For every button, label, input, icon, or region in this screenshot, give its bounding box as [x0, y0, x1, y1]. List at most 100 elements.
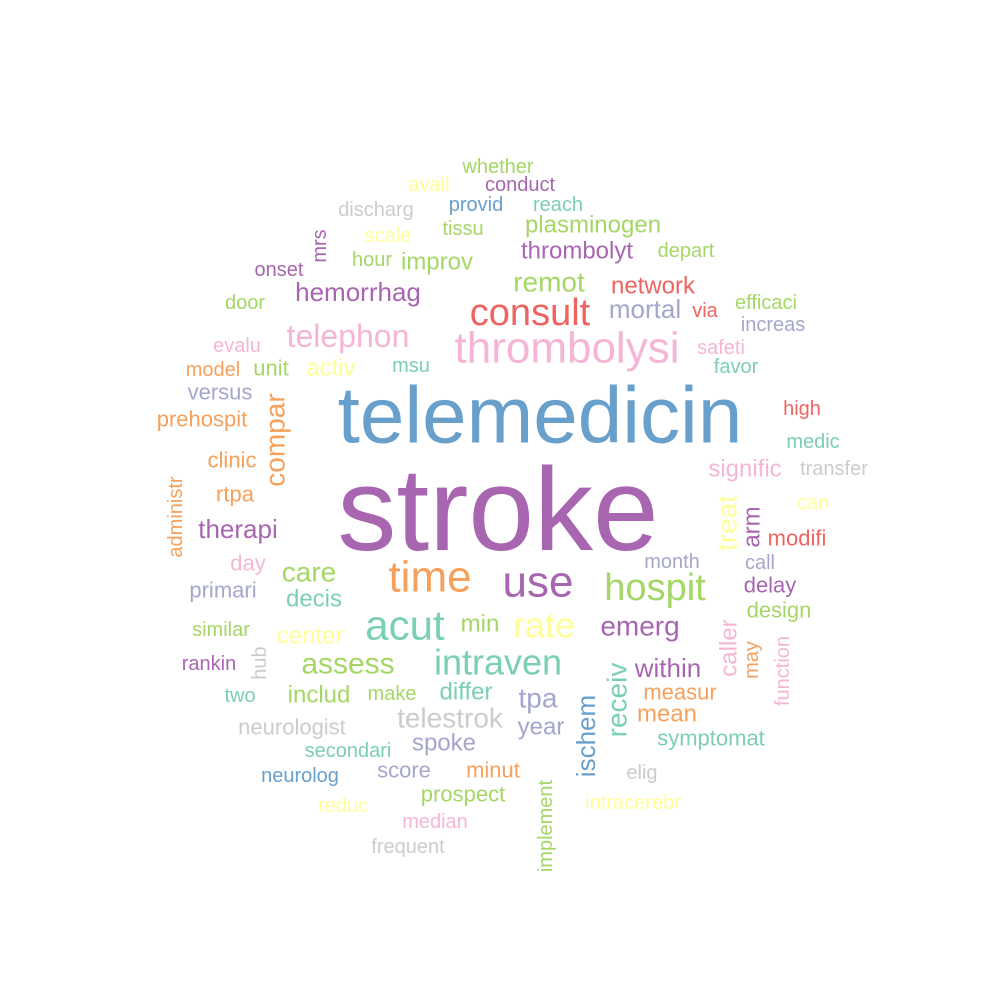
word-center: center	[277, 623, 344, 650]
word-tissu: tissu	[442, 218, 483, 240]
word-administr: administr	[165, 476, 187, 557]
word-assess: assess	[301, 648, 394, 681]
word-score: score	[377, 758, 431, 783]
word-delay: delay	[744, 573, 797, 598]
word-primari: primari	[189, 578, 256, 603]
word-neurologist: neurologist	[238, 715, 346, 740]
word-telephon: telephon	[287, 318, 410, 354]
word-transfer: transfer	[800, 458, 868, 480]
word-mrs: mrs	[309, 229, 331, 262]
word-day: day	[230, 551, 265, 576]
word-mortal: mortal	[609, 294, 681, 324]
word-emerg: emerg	[600, 611, 679, 642]
word-telemedicin: telemedicin	[338, 371, 743, 460]
word-msu: msu	[392, 355, 430, 377]
word-modifi: modifi	[768, 526, 827, 551]
word-provid: provid	[449, 194, 503, 216]
word-function: function	[772, 636, 794, 706]
word-door: door	[225, 292, 265, 314]
word-telestrok: telestrok	[397, 703, 504, 734]
word-within: within	[634, 653, 701, 683]
word-onset: onset	[255, 259, 304, 281]
word-design: design	[747, 598, 812, 623]
word-consult: consult	[470, 292, 591, 334]
word-unit: unit	[253, 356, 288, 381]
word-intracerebr: intracerebr	[585, 792, 681, 814]
word-implement: implement	[535, 779, 557, 872]
word-thrombolyt: thrombolyt	[521, 238, 633, 265]
word-avail: avail	[408, 174, 449, 196]
word-signific: signific	[708, 456, 781, 483]
word-treat: treat	[712, 495, 743, 551]
word-hub: hub	[249, 646, 271, 679]
word-hospit: hospit	[604, 567, 706, 609]
word-secondari: secondari	[305, 740, 392, 762]
word-differ: differ	[440, 679, 493, 706]
word-safeti: safeti	[697, 337, 745, 359]
word-similar: similar	[192, 619, 250, 641]
word-use: use	[503, 558, 574, 607]
word-make: make	[368, 683, 417, 705]
word-medic: medic	[786, 431, 839, 453]
word-rtpa: rtpa	[216, 482, 255, 507]
word-conduct: conduct	[485, 174, 555, 196]
word-remot: remot	[513, 267, 585, 298]
word-compar: compar	[260, 393, 291, 486]
word-symptomat: symptomat	[657, 726, 765, 751]
word-stroke: stroke	[337, 444, 658, 576]
word-median: median	[402, 811, 468, 833]
word-spoke: spoke	[412, 730, 476, 757]
word-rankin: rankin	[182, 653, 236, 675]
word-via: via	[692, 300, 718, 322]
word-call: call	[745, 552, 775, 574]
word-increas: increas	[741, 314, 805, 336]
word-hemorrhag: hemorrhag	[295, 277, 421, 307]
word-efficaci: efficaci	[735, 292, 797, 314]
word-mean: mean	[637, 701, 697, 728]
word-arm: arm	[739, 506, 766, 547]
word-includ: includ	[288, 682, 351, 709]
word-frequent: frequent	[371, 836, 445, 858]
word-care: care	[282, 557, 336, 588]
word-year: year	[518, 714, 565, 741]
word-clinic: clinic	[208, 448, 257, 473]
word-minut: minut	[466, 758, 520, 783]
word-intraven: intraven	[434, 642, 562, 683]
word-model: model	[186, 359, 240, 381]
word-caller: caller	[716, 619, 743, 676]
word-evalu: evalu	[213, 335, 261, 357]
word-may: may	[741, 641, 763, 679]
word-two: two	[224, 685, 255, 707]
word-tpa: tpa	[519, 683, 558, 714]
word-improv: improv	[401, 249, 473, 276]
word-scale: scale	[365, 225, 412, 247]
word-ischem: ischem	[571, 695, 601, 777]
word-activ: activ	[306, 355, 355, 382]
word-decis: decis	[286, 586, 342, 613]
word-high: high	[783, 398, 821, 420]
word-thrombolysi: thrombolysi	[455, 324, 680, 373]
word-month: month	[644, 551, 700, 573]
word-elig: elig	[626, 762, 657, 784]
word-prospect: prospect	[421, 782, 505, 807]
word-versus: versus	[188, 380, 253, 405]
word-plasminogen: plasminogen	[525, 212, 661, 239]
word-reach: reach	[533, 194, 583, 216]
word-whether: whether	[461, 156, 533, 178]
word-discharg: discharg	[338, 199, 414, 221]
word-therapi: therapi	[198, 514, 278, 544]
word-time: time	[388, 553, 471, 602]
word-reduc: reduc	[318, 795, 368, 817]
word-neurolog: neurolog	[261, 765, 339, 787]
word-rate: rate	[513, 605, 575, 646]
word-favor: favor	[714, 356, 759, 378]
word-acut: acut	[365, 602, 445, 649]
word-can: can	[797, 492, 829, 514]
word-network: network	[611, 273, 696, 300]
word-min: min	[461, 611, 500, 638]
word-measur: measur	[643, 680, 716, 705]
word-receiv: receiv	[602, 663, 633, 738]
word-prehospit: prehospit	[157, 407, 248, 432]
word-depart: depart	[658, 240, 715, 262]
